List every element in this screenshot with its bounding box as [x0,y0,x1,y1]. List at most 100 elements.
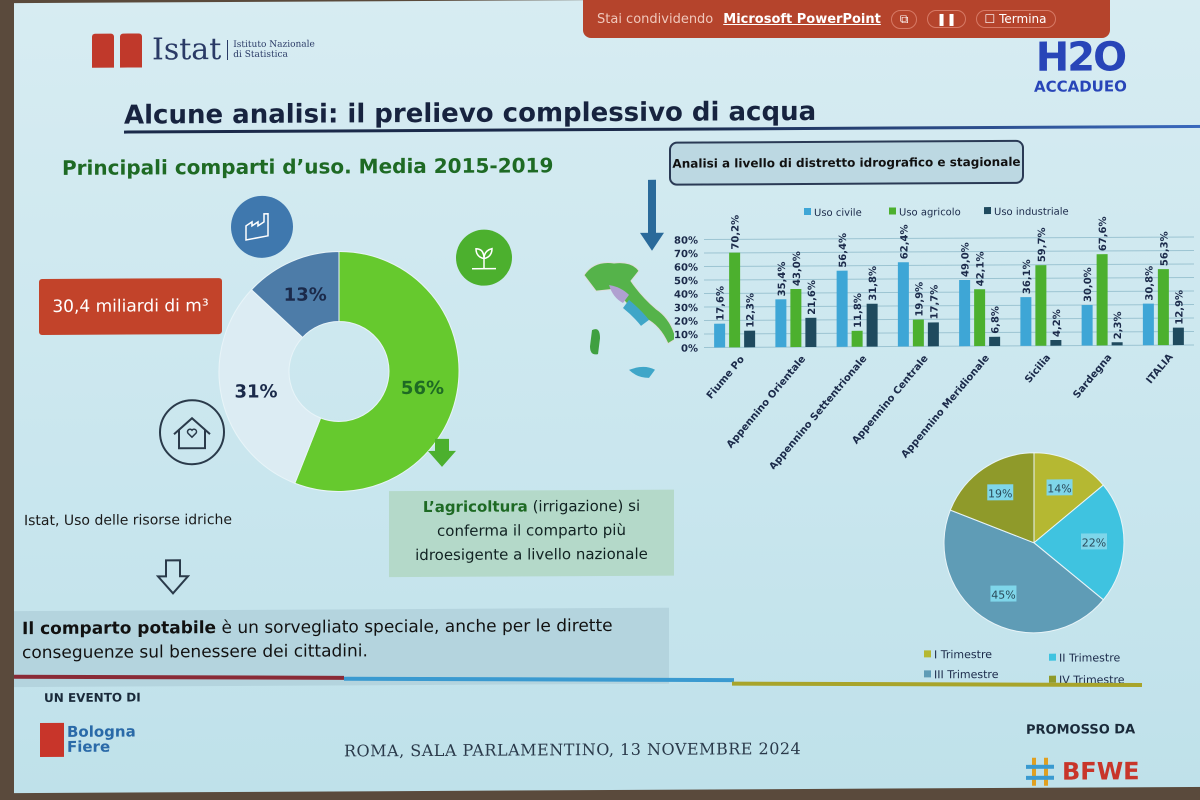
down-arrow-icon [156,559,190,595]
bar-value-label: 49,0% [961,242,972,277]
h2o-logo: H2O ACCADUEO [1034,34,1127,96]
bar-value-label: 12,3% [746,293,757,328]
bar-uso-industriale [1111,342,1123,346]
istat-sub1: Istituto Nazionale [233,39,315,50]
gridline [704,290,1194,295]
sharing-status: Stai condividendo [597,11,714,27]
bar-uso-agricolo [729,252,741,348]
y-tick-label: 20% [674,317,698,328]
source-text: Istat, Uso delle risorse idriche [24,512,233,530]
bar-uso-agricolo [1157,269,1169,346]
legend-label: I Trimestre [934,648,992,661]
italy-map [583,179,674,378]
bar-uso-agricolo [851,330,863,347]
bar-uso-industriale [927,322,939,347]
istat-logo-mark [92,33,114,68]
gridline [704,249,1194,254]
footer-line-olive [731,681,1143,688]
factory-icon [231,195,293,258]
bar-uso-civile [897,262,909,347]
agri-bold: L’agricoltura [422,497,528,517]
slide-subtitle: Principali comparti d’uso. Media 2015-20… [62,153,554,180]
legend-label: II Trimestre [1059,651,1120,664]
bar-value-label: 4,2% [1052,309,1063,337]
bar-value-label: 17,7% [929,285,940,320]
analysis-label-box: Analisi a livello di distretto idrografi… [669,139,1024,186]
istat-logo-text: Istat [152,32,222,68]
gridline [704,276,1194,281]
istat-logo-mark [120,32,142,68]
istat-logo: Istat Istituto Nazionale di Statistica [92,32,315,68]
pie-slice-i-trimestre [1033,452,1105,544]
bar-value-label: 6,8% [991,306,1002,334]
bfwe-logo: BFWE [1024,755,1140,788]
gridline [704,236,1194,241]
bar-uso-civile [836,270,848,347]
shared-app-link[interactable]: Microsoft PowerPoint [723,11,881,27]
y-tick-label: 0% [681,344,698,355]
bar-value-label: 17,6% [716,286,727,321]
bar-value-label: 31,8% [868,266,879,301]
pie-value-label: 14% [1047,482,1071,495]
bar-value-label: 62,4% [899,225,910,260]
house-icon [159,399,225,466]
bar-value-label: 12,9% [1174,290,1185,325]
legend-label: III Trimestre [934,668,999,681]
y-tick-label: 50% [674,276,698,287]
bar-uso-industriale [1050,339,1062,346]
x-tick-label: Appennino Settentrionale [767,353,869,469]
bar-uso-industriale [744,330,756,348]
stop-sharing-button[interactable]: ☐ Termina [975,10,1056,28]
agri-text3: idroesigente a livello nazionale [415,544,648,565]
bar-value-label: 11,8% [853,293,864,328]
x-tick-label: Sardegna [1071,352,1114,400]
bar-value-label: 56,4% [838,233,849,268]
pie-value-label: 19% [988,487,1012,500]
bar-uso-civile [714,323,726,348]
pie-value-label: 22% [1082,536,1106,549]
potabile-bold: Il comparto potabile [22,618,217,640]
pie-slice-iii-trimestre [943,509,1105,634]
bar-uso-civile [959,279,971,347]
pie-label-box [990,585,1017,602]
bar-value-label: 30,8% [1144,266,1155,301]
share-window-button[interactable]: ⧉ [890,9,918,29]
bar-uso-industriale [866,303,878,347]
bar-uso-agricolo [1035,265,1047,346]
donut-slice-uso-agricolo [294,250,460,492]
pie-value-label: 45% [991,589,1015,602]
donut-label: 31% [235,381,278,402]
istat-logo-subtitle: Istituto Nazionale di Statistica [227,39,315,60]
bologna-fiere-logo: Bologna Fiere [40,723,136,758]
h2o-text: H2O [1035,34,1126,81]
bfwe-text: BFWE [1062,757,1140,786]
bar-uso-industriale [989,336,1001,347]
pie-label-box [1081,533,1107,550]
y-tick-label: 30% [674,303,698,314]
bar-uso-agricolo [912,319,924,347]
bar-value-label: 36,1% [1022,259,1033,294]
bar-uso-industriale [805,317,817,347]
y-tick-label: 10% [674,330,698,341]
bar-value-label: 35,4% [777,262,788,297]
pause-button[interactable]: ❚❚ [927,10,966,28]
bar-value-label: 56,3% [1159,231,1170,266]
accadueo-text: ACCADUEO [1034,77,1127,96]
x-tick-label: Fiume Po [705,354,747,401]
event-location: ROMA, SALA PARLAMENTINO, 13 NOVEMBRE 202… [344,739,802,761]
stop-label: Termina [999,12,1047,26]
agri-text1: (irrigazione) si [527,496,641,516]
legend-swatch [1049,675,1056,683]
blue-arrow-icon [648,179,656,235]
bar-value-label: 70,2% [731,215,742,250]
legend-label: Uso industriale [994,207,1069,218]
bar-value-label: 2,3% [1113,311,1124,339]
bar-uso-agricolo [790,288,802,348]
bar-value-label: 42,1% [976,252,987,287]
pie-label-box [1046,479,1073,496]
bar-uso-agricolo [1096,254,1108,346]
event-label: UN EVENTO DI [44,690,141,705]
legend-swatch [924,650,931,658]
agri-text2: conferma il comparto più [437,520,626,540]
bar-value-label: 67,6% [1098,216,1109,251]
